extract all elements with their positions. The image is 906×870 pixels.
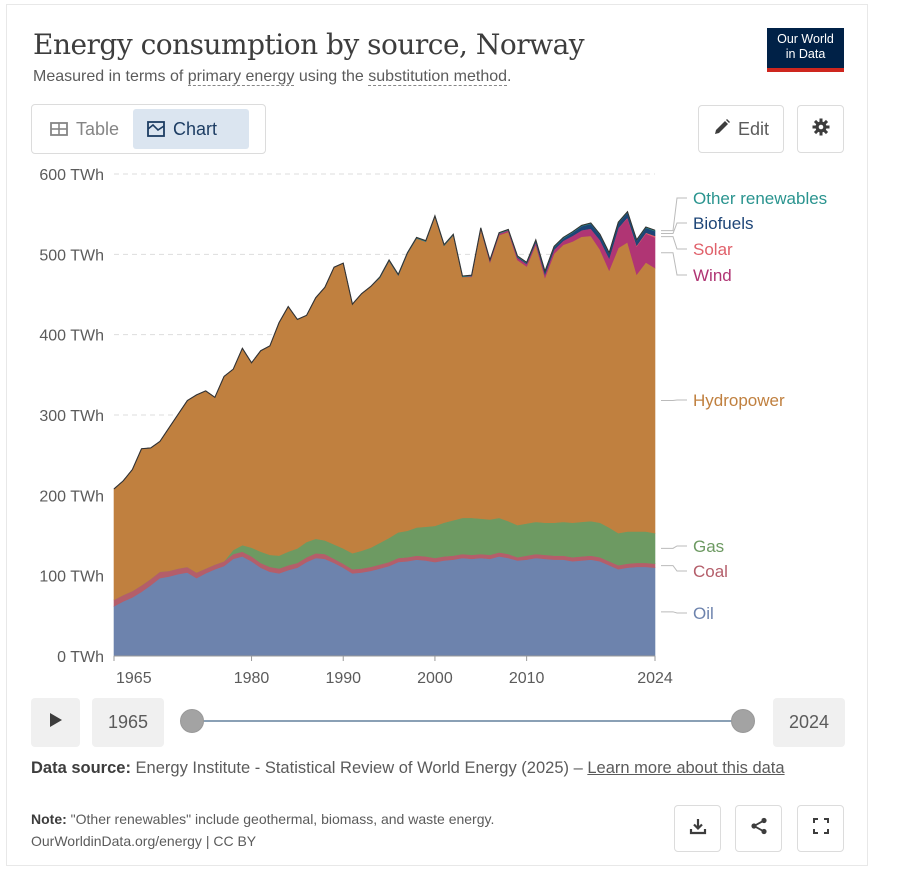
owid-logo[interactable]: Our World in Data bbox=[767, 28, 844, 72]
legend-label-coal: Coal bbox=[693, 562, 728, 581]
source-label: Data source: bbox=[31, 759, 131, 777]
x-tick-label: 2010 bbox=[509, 670, 545, 687]
x-tick-label: 1990 bbox=[325, 670, 361, 687]
table-icon bbox=[50, 122, 68, 136]
energy-area-chart[interactable]: 0 TWh 100 TWh 200 TWh 300 TWh 400 TWh 500 TWh… bbox=[0, 160, 906, 690]
subtitle-text: . bbox=[507, 68, 512, 85]
view-tabs: Table Chart bbox=[31, 104, 266, 154]
learn-more-link[interactable]: Learn more about this data bbox=[587, 759, 785, 777]
settings-button[interactable] bbox=[797, 105, 844, 153]
legend-connector bbox=[661, 197, 687, 232]
y-tick-label: 600 TWh bbox=[39, 167, 104, 184]
legend-connector bbox=[661, 545, 687, 549]
source-text: Energy Institute - Statistical Review of… bbox=[130, 759, 588, 777]
subtitle-text: using the bbox=[294, 68, 369, 85]
note-label: Note: bbox=[31, 811, 67, 827]
expand-icon bbox=[812, 818, 829, 839]
chart-note: Note: "Other renewables" include geother… bbox=[31, 808, 651, 852]
legend-label-solar: Solar bbox=[693, 240, 733, 259]
download-button[interactable] bbox=[674, 805, 721, 852]
legend-label-biofuels: Biofuels bbox=[693, 214, 753, 233]
start-year-box[interactable]: 1965 bbox=[92, 698, 164, 747]
gear-icon bbox=[812, 118, 830, 141]
logo-line: in Data bbox=[785, 47, 826, 61]
page-title: Energy consumption by source, Norway bbox=[33, 28, 585, 61]
share-button[interactable] bbox=[735, 805, 782, 852]
download-icon bbox=[689, 817, 707, 840]
primary-energy-link[interactable]: primary energy bbox=[187, 68, 295, 86]
data-source: Data source: Energy Institute - Statisti… bbox=[31, 758, 831, 779]
tab-chart[interactable]: Chart bbox=[133, 109, 250, 149]
x-tick-label: 1965 bbox=[116, 670, 152, 687]
x-tick-label: 2000 bbox=[417, 670, 453, 687]
pencil-icon bbox=[713, 118, 731, 141]
share-icon bbox=[750, 817, 768, 840]
legend-connector bbox=[661, 252, 687, 276]
fullscreen-button[interactable] bbox=[797, 805, 844, 852]
legend-label-hydropower: Hydropower bbox=[693, 391, 785, 410]
y-tick-label: 0 TWh bbox=[57, 649, 104, 666]
y-tick-label: 300 TWh bbox=[39, 408, 104, 425]
y-tick-label: 200 TWh bbox=[39, 488, 104, 505]
tab-table-label: Table bbox=[76, 118, 120, 139]
subtitle-text: Measured in terms of bbox=[33, 68, 188, 85]
substitution-method-link[interactable]: substitution method bbox=[368, 68, 508, 86]
x-tick-label: 2024 bbox=[637, 670, 673, 687]
legend-connector bbox=[661, 565, 687, 572]
y-tick-label: 500 TWh bbox=[39, 247, 104, 264]
edit-button[interactable]: Edit bbox=[698, 105, 784, 153]
end-year-handle[interactable] bbox=[731, 709, 755, 733]
total-outline bbox=[113, 210, 656, 490]
timeline-track[interactable] bbox=[192, 720, 743, 722]
legend-connector bbox=[661, 236, 687, 250]
y-tick-label: 400 TWh bbox=[39, 328, 104, 345]
play-icon bbox=[49, 712, 63, 733]
legend-label-oil: Oil bbox=[693, 604, 714, 623]
tab-table[interactable]: Table bbox=[36, 109, 133, 149]
legend-connector bbox=[661, 222, 687, 234]
x-tick-label: 1980 bbox=[234, 670, 270, 687]
tab-chart-label: Chart bbox=[173, 118, 218, 139]
legend-label-gas: Gas bbox=[693, 537, 724, 556]
legend-connector bbox=[661, 611, 687, 614]
y-tick-label: 100 TWh bbox=[39, 569, 104, 586]
edit-label: Edit bbox=[737, 118, 770, 139]
legend-label-other-renewables: Other renewables bbox=[693, 189, 827, 208]
chart-area-icon bbox=[147, 121, 165, 137]
legend-connector bbox=[661, 399, 687, 402]
start-year-handle[interactable] bbox=[180, 709, 204, 733]
legend-label-wind: Wind bbox=[693, 266, 732, 285]
play-button[interactable] bbox=[31, 698, 80, 747]
page-subtitle: Measured in terms of primary energy usin… bbox=[33, 68, 511, 86]
note-text: "Other renewables" include geothermal, b… bbox=[66, 811, 495, 827]
end-year-box[interactable]: 2024 bbox=[773, 698, 845, 747]
credit-text: OurWorldinData.org/energy | CC BY bbox=[31, 833, 257, 849]
logo-line: Our World bbox=[777, 32, 834, 46]
